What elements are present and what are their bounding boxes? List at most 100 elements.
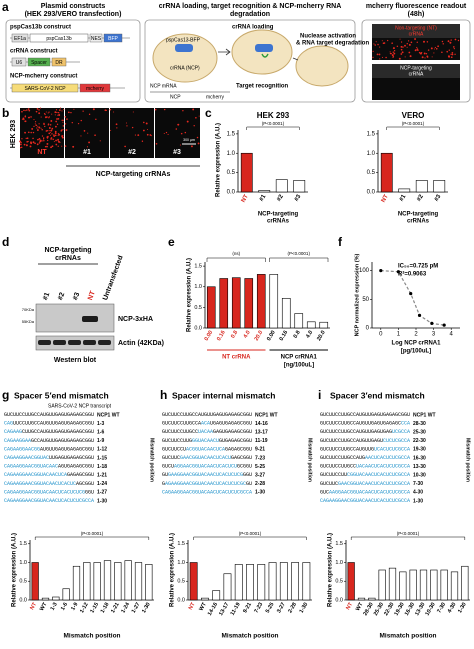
cell-dot [192,108,195,111]
sequence-label: 1-30 [413,498,423,504]
bar [256,274,266,329]
sequence: GUCUUCCUUGGGUACAACUGUGAGAGCGGU [162,438,252,444]
cell-dot [51,113,53,115]
x-tick-label: NT [381,194,390,204]
x-tick-label: 1-15 [89,602,100,615]
panel-title: Spacer internal mismatch [172,390,275,400]
cell-dot [51,127,54,130]
lane-label: NT [87,289,97,301]
arrow [218,48,299,61]
sequence-label: NCP1 WT [413,412,436,418]
x-tick-label: 4 [450,332,454,338]
cell-dot [50,120,53,122]
cell-dot [113,111,115,113]
cell-dot [57,111,60,114]
cell-dot [24,116,26,118]
protein-icon [175,44,193,52]
process-label: Target recognition [236,84,289,90]
cell-dot [61,136,64,139]
y-tick-label: 0.5 [194,305,202,311]
cell-dot [417,49,419,51]
sequence-part: CCA [401,421,410,427]
cell-dot [56,111,58,114]
cell-dot [20,143,22,146]
readout-label: Non-targeting (NT) [395,25,437,31]
well-label: NT [37,149,47,156]
cell-dot [34,121,37,123]
x-tick-label: #3 [434,193,443,202]
element [51,57,67,67]
sequence: CAGAAGGAACGGUACAACUCAGAGAGCGGU [4,473,94,479]
cell-dot [154,108,157,111]
sequence-part: GCCAUGUUGAGUGAGAGCGGU [31,438,94,444]
significance-label: (P<0.0001) [262,121,285,126]
sequence-part: GUCU [162,464,174,470]
well-image [20,108,64,158]
cell-dot [61,119,63,121]
x-axis-title: Log NCP crRNA1 [392,341,442,347]
cell [295,45,349,87]
group-label: NCP-targeting crRNAs [96,171,171,178]
cell [152,33,218,83]
cell-dot [374,44,377,46]
cell-dot [410,41,413,44]
x-tick-label: 1-27 [131,602,142,615]
element-label: NES [91,36,102,42]
cell-dot [25,137,27,140]
x-tick-label: 9-21 [242,602,253,615]
cell-dot [406,46,408,48]
sequence-part: GGU [85,490,94,496]
cell-dot [55,120,58,123]
cell-dot [38,123,40,125]
bar [258,190,271,193]
sequence: CAGAAGGAACGGUACAACUCACUCAGCGGU [4,481,94,487]
bar [212,590,221,601]
cell-dot [408,43,411,46]
point [409,291,413,296]
sequence-part: AGAAGGAACGGUACAACUCACUCUCGC [165,481,246,487]
cell-dot [167,133,169,136]
image-header [372,64,460,78]
sequence-label: 16-30 [413,455,426,461]
sequence-part: GUCUUCCUUGCCA [162,421,201,427]
cell-dot [48,132,51,135]
sequence-part: UCGCCA [392,430,410,436]
cell-dot [46,145,48,148]
bar [294,313,304,329]
sequence-label: 3-27 [255,473,265,479]
element-label: U6 [16,60,23,66]
group-label: crRNAs [267,219,290,225]
fit-line [380,270,445,326]
bar [433,180,446,193]
cell-dot [88,113,91,116]
x-tick-label: 11-19 [230,602,242,617]
cell-dot [21,110,23,113]
cell-dot [27,108,30,110]
y-tick-label: 1.5 [335,541,343,547]
x-tick-label: #3 [294,193,303,202]
cell-dot [372,50,374,52]
sequence: CAGAAGCUUGCCAUGUUGAGUGAGAGCGGU [4,430,94,436]
well-label: #3 [173,149,181,156]
sequence: GUCUUCCUUGCCAACAUGAGUGAGAGCGGU [162,421,252,427]
x-axis-title: Mismatch position [63,633,120,640]
side-label: Mismatch position [465,438,471,482]
cell-dot [434,46,436,49]
cell-dot [180,132,183,135]
sequence-label: 1-30 [97,498,107,504]
cell-dot [48,127,51,129]
y-tick-label: 1.0 [227,151,236,157]
element [11,33,29,43]
cell-dot [453,48,455,50]
cell-dot [431,56,433,58]
bar [279,562,288,601]
cell-dot [50,146,52,149]
construct-label: pspCas13b construct [10,25,71,31]
y-axis-title: NCP normalized expression (%) [354,253,360,336]
sequence-part: ACGGUACAACUCA [186,447,225,453]
cell-dot [39,140,42,143]
cell-dot [435,47,438,50]
sequence-part: GU [246,481,252,487]
sequence-label: 4-30 [413,490,423,496]
sequence-part: GUCUUCCUUGCC [320,464,356,470]
